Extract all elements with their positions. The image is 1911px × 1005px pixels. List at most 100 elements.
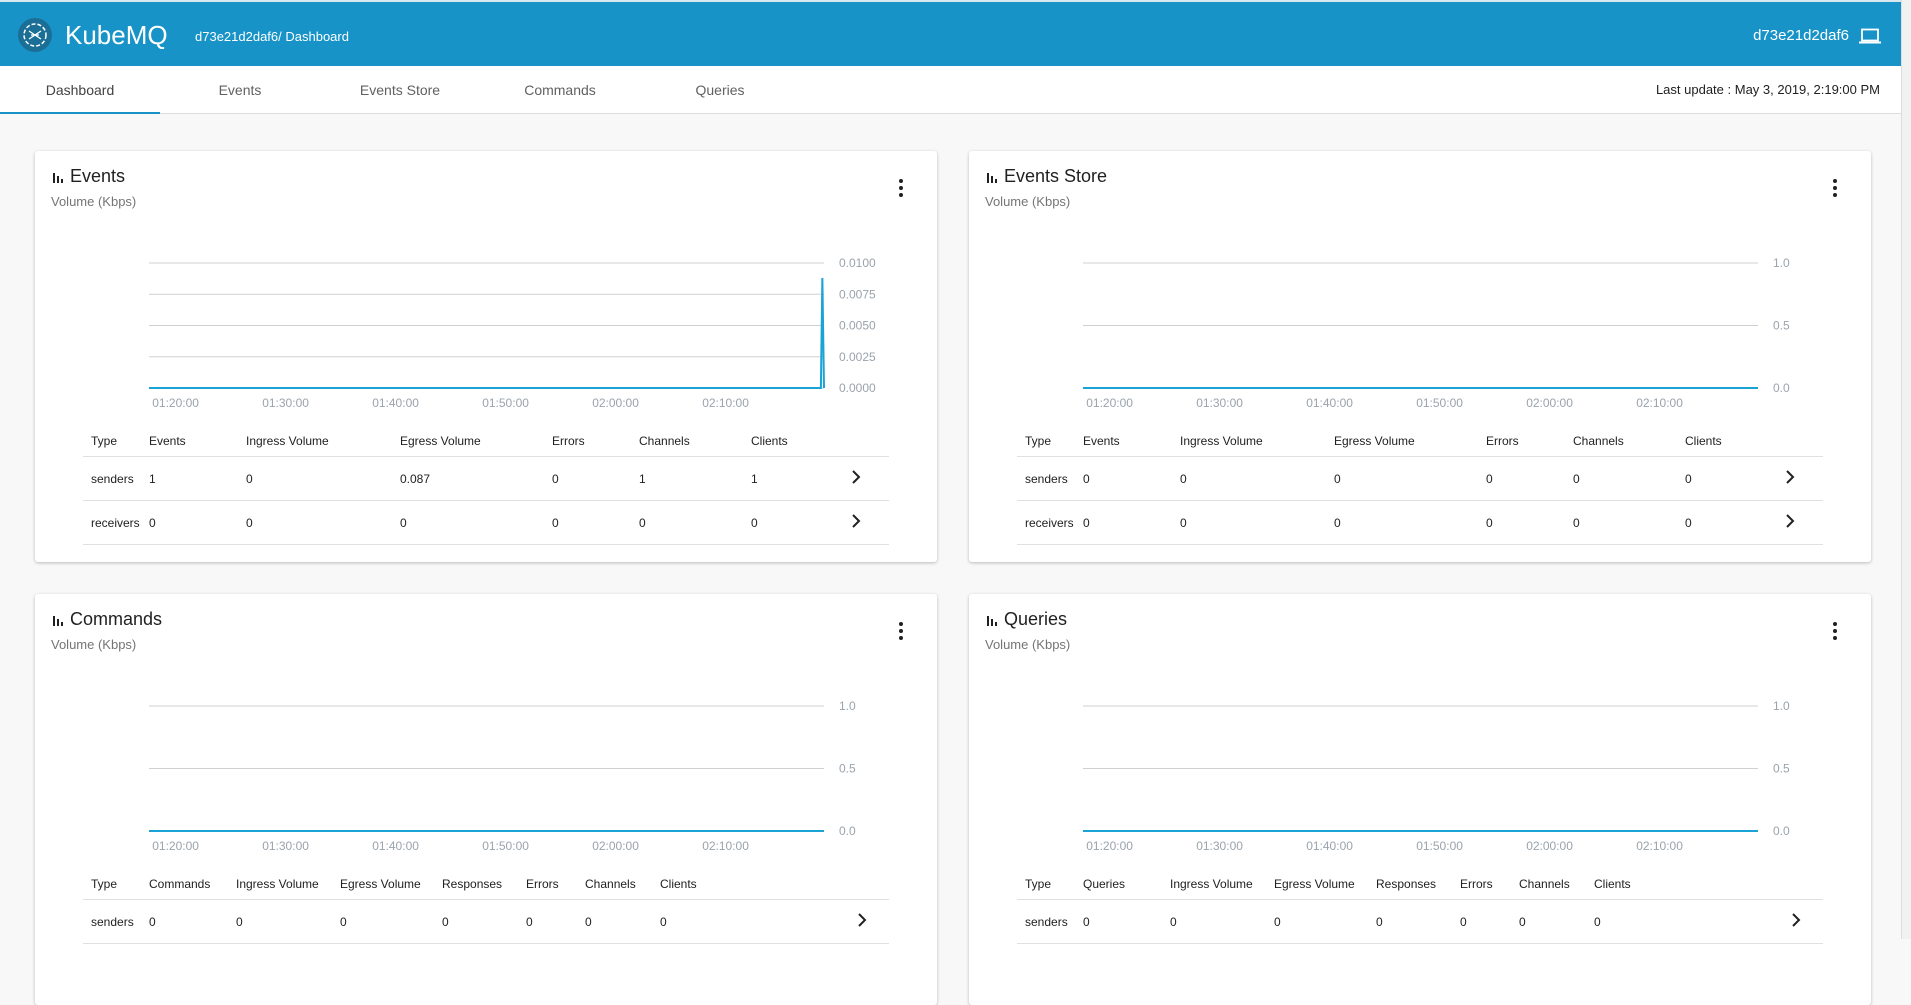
card-title-text: Events (70, 166, 126, 186)
column-header: Channels (1519, 877, 1570, 891)
tab-commands[interactable]: Commands (524, 82, 596, 98)
column-header: Clients (751, 434, 788, 448)
table-cell: senders (1025, 472, 1068, 486)
x-tick-label: 02:10:00 (702, 839, 749, 853)
x-tick-label: 01:20:00 (1086, 396, 1133, 410)
y-tick-label: 0.0075 (839, 287, 876, 301)
column-header: Ingress Volume (1180, 434, 1263, 448)
column-header: Egress Volume (1274, 877, 1355, 891)
table-cell: 0 (400, 516, 407, 530)
table-cell: 0 (442, 915, 449, 929)
card-title-text: Queries (1004, 609, 1068, 629)
x-tick-label: 02:00:00 (592, 396, 639, 410)
column-header: Type (91, 877, 118, 891)
y-tick-label: 0.0000 (839, 381, 876, 395)
column-header: Clients (1685, 434, 1722, 448)
last-update: Last update : May 3, 2019, 2:19:00 PM (1655, 82, 1880, 97)
y-tick-label: 0.0 (839, 824, 856, 838)
laptop-icon[interactable] (1859, 28, 1881, 49)
table-cell: 0 (149, 915, 156, 929)
table-cell: 0 (1594, 915, 1601, 929)
x-tick-label: 01:20:00 (1086, 839, 1133, 853)
more-options-icon[interactable] (893, 177, 909, 199)
column-header: Clients (1594, 877, 1631, 891)
chevron-right-icon[interactable] (1791, 913, 1801, 927)
table-row[interactable]: receivers 0 0 0 0 0 0 (83, 501, 889, 545)
tab-queries[interactable]: Queries (695, 82, 745, 98)
x-tick-label: 01:30:00 (1196, 839, 1243, 853)
chevron-right-icon[interactable] (1785, 470, 1795, 484)
y-tick-label: 1.0 (1773, 256, 1790, 270)
column-header: Egress Volume (340, 877, 421, 891)
brand-name: KubeMQ (65, 20, 168, 50)
table-cell: 0 (236, 915, 243, 929)
x-tick-label: 01:30:00 (262, 396, 309, 410)
column-header: Ingress Volume (246, 434, 329, 448)
table-row[interactable]: senders 0 0 0 0 0 0 0 (83, 900, 889, 944)
table-cell: 0 (1460, 915, 1467, 929)
table-cell: 0 (1083, 915, 1090, 929)
page-scrollbar[interactable] (1901, 0, 1911, 939)
table-row[interactable]: senders 0 0 0 0 0 0 0 (1017, 900, 1823, 944)
x-tick-label: 02:10:00 (1636, 396, 1683, 410)
chevron-right-icon[interactable] (857, 913, 867, 927)
more-options-icon[interactable] (893, 620, 909, 642)
series-line (149, 277, 825, 389)
table-cell: 0 (1274, 915, 1281, 929)
column-header: Ingress Volume (1170, 877, 1253, 891)
table-row[interactable]: senders 1 0 0.087 0 1 1 (83, 457, 889, 501)
card-events-store: 0.0 0.5 1.0 01:20:00 01:30:00 01:40:00 01:50:0… (969, 151, 1871, 562)
table-cell: 0 (1083, 472, 1090, 486)
table-cell: 0 (526, 915, 533, 929)
host-id: d73e21d2daf6 (1753, 27, 1849, 44)
table-cell: 0 (552, 472, 559, 486)
column-header: Type (1025, 877, 1052, 891)
chevron-right-icon[interactable] (1785, 514, 1795, 528)
volume-chart: 0.0 0.5 1.0 01:20:00 01:30:00 01:40:00 01:50:0… (1083, 256, 1790, 410)
card-title: Queries (986, 609, 1067, 630)
more-options-icon[interactable] (1827, 177, 1843, 199)
table-header: Type Events Ingress Volume Egress Volume Err… (1017, 419, 1823, 457)
column-header: Responses (1376, 877, 1437, 891)
y-tick-label: 1.0 (1773, 699, 1790, 713)
tab-events-store[interactable]: Events Store (359, 82, 441, 98)
bar-chart-icon (53, 172, 63, 183)
table-cell: 0 (1334, 516, 1341, 530)
bar-chart-icon (987, 172, 997, 183)
column-header: Events (1083, 434, 1120, 448)
x-tick-label: 02:10:00 (702, 396, 749, 410)
kubemq-logo-icon[interactable] (18, 18, 52, 52)
table-cell: senders (91, 472, 134, 486)
volume-chart: 0.0 0.5 1.0 01:20:00 01:30:00 01:40:00 01:50:0… (149, 699, 856, 853)
table-cell: 0 (1334, 472, 1341, 486)
bar-chart-icon (53, 615, 63, 626)
chevron-right-icon[interactable] (851, 470, 861, 484)
tab-dashboard[interactable]: Dashboard (0, 66, 160, 114)
chevron-right-icon[interactable] (851, 514, 861, 528)
column-header: Channels (639, 434, 690, 448)
table-cell: 0 (1376, 915, 1383, 929)
column-header: Errors (1460, 877, 1493, 891)
table-cell: senders (1025, 915, 1068, 929)
volume-chart: 0.0 0.5 1.0 01:20:00 01:30:00 01:40:00 01:50:0… (1083, 699, 1790, 853)
table-cell: 0 (552, 516, 559, 530)
breadcrumb: d73e21d2daf6/ Dashboard (195, 29, 349, 44)
x-tick-label: 01:50:00 (1416, 396, 1463, 410)
column-header: Egress Volume (400, 434, 481, 448)
column-header: Type (91, 434, 118, 448)
more-options-icon[interactable] (1827, 620, 1843, 642)
table-row[interactable]: receivers 0 0 0 0 0 0 (1017, 501, 1823, 545)
table-cell: 0 (246, 472, 253, 486)
table-cell: 0 (1486, 472, 1493, 486)
table-header: Type Events Ingress Volume Egress Volume Err… (83, 419, 889, 457)
column-header: Channels (585, 877, 636, 891)
card-queries: 0.0 0.5 1.0 01:20:00 01:30:00 01:40:00 01:50:0… (969, 594, 1871, 1005)
table-cell: 0 (1486, 516, 1493, 530)
table-cell: 0 (1685, 472, 1692, 486)
column-header: Responses (442, 877, 503, 891)
table-row[interactable]: senders 0 0 0 0 0 0 (1017, 457, 1823, 501)
tab-events[interactable]: Events (218, 82, 262, 98)
column-header: Errors (526, 877, 559, 891)
y-tick-label: 0.5 (839, 762, 856, 776)
table-cell: 0 (149, 516, 156, 530)
